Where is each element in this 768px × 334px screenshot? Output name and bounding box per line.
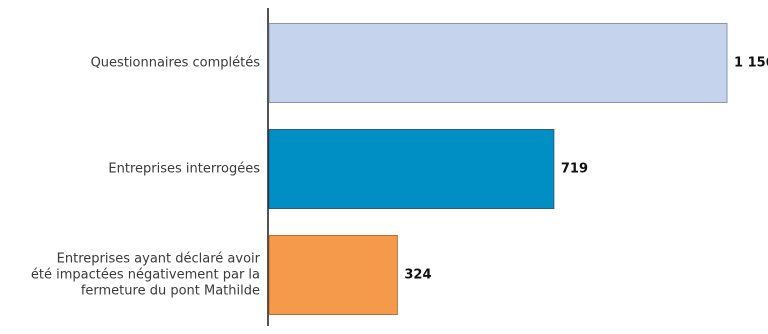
value-label-0: 1 156	[734, 56, 768, 71]
value-label-1: 719	[561, 162, 588, 177]
bar-1	[268, 129, 555, 209]
value-label-2: 324	[404, 268, 431, 283]
category-label-1-line-0: Entreprises interrogées	[108, 162, 260, 177]
bar-2	[268, 235, 398, 315]
category-label-2-line-1: été impactées négativement par la	[31, 268, 260, 283]
category-label-0-line-0: Questionnaires complétés	[91, 56, 261, 71]
category-label-2-line-0: Entreprises ayant déclaré avoir	[57, 252, 261, 267]
bars-group: 1 156 Questionnaires complétés 719 Entrepri…	[31, 23, 768, 315]
category-label-0: Questionnaires complétés	[91, 56, 261, 71]
category-label-2-line-2: fermeture du pont Mathilde	[81, 284, 260, 299]
bar-0	[268, 23, 728, 103]
category-label-2: Entreprises ayant déclaré avoir été impac…	[31, 252, 261, 299]
category-label-1: Entreprises interrogées	[108, 162, 260, 177]
